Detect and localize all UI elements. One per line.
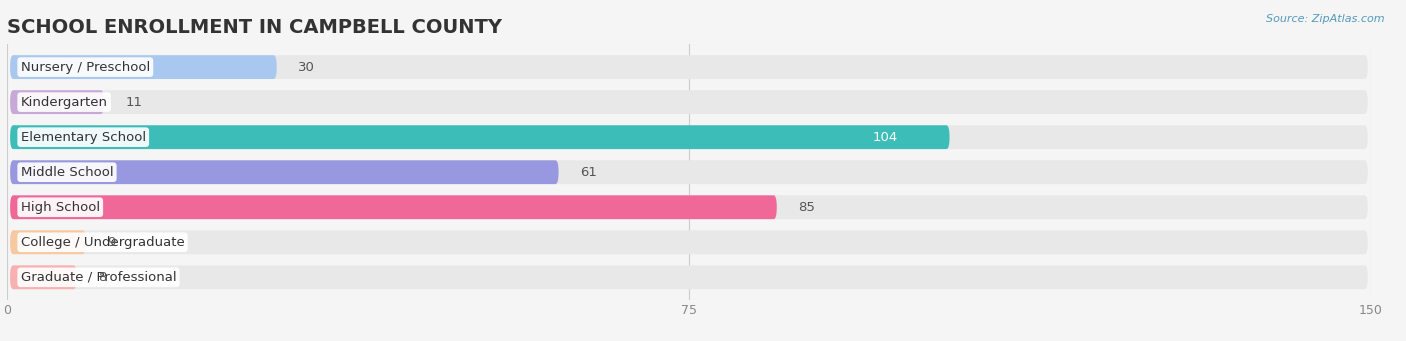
- Text: 8: 8: [98, 271, 107, 284]
- Text: Graduate / Professional: Graduate / Professional: [21, 271, 176, 284]
- FancyBboxPatch shape: [10, 160, 558, 184]
- Text: Source: ZipAtlas.com: Source: ZipAtlas.com: [1267, 14, 1385, 24]
- FancyBboxPatch shape: [10, 231, 86, 254]
- Text: SCHOOL ENROLLMENT IN CAMPBELL COUNTY: SCHOOL ENROLLMENT IN CAMPBELL COUNTY: [7, 18, 502, 37]
- Text: College / Undergraduate: College / Undergraduate: [21, 236, 184, 249]
- Text: High School: High School: [21, 201, 100, 214]
- Text: Middle School: Middle School: [21, 166, 114, 179]
- FancyBboxPatch shape: [10, 55, 277, 79]
- FancyBboxPatch shape: [10, 195, 1368, 219]
- Text: 30: 30: [298, 61, 315, 74]
- FancyBboxPatch shape: [10, 55, 1368, 79]
- FancyBboxPatch shape: [10, 231, 1368, 254]
- FancyBboxPatch shape: [10, 90, 1368, 114]
- FancyBboxPatch shape: [10, 125, 949, 149]
- FancyBboxPatch shape: [10, 195, 776, 219]
- FancyBboxPatch shape: [10, 265, 77, 289]
- Text: 9: 9: [107, 236, 115, 249]
- Text: 104: 104: [873, 131, 898, 144]
- Text: 11: 11: [125, 95, 142, 109]
- Text: Elementary School: Elementary School: [21, 131, 146, 144]
- FancyBboxPatch shape: [10, 160, 1368, 184]
- FancyBboxPatch shape: [10, 90, 104, 114]
- Text: 61: 61: [579, 166, 596, 179]
- Text: 85: 85: [799, 201, 815, 214]
- FancyBboxPatch shape: [10, 265, 1368, 289]
- Text: Nursery / Preschool: Nursery / Preschool: [21, 61, 150, 74]
- Text: Kindergarten: Kindergarten: [21, 95, 108, 109]
- FancyBboxPatch shape: [10, 125, 1368, 149]
